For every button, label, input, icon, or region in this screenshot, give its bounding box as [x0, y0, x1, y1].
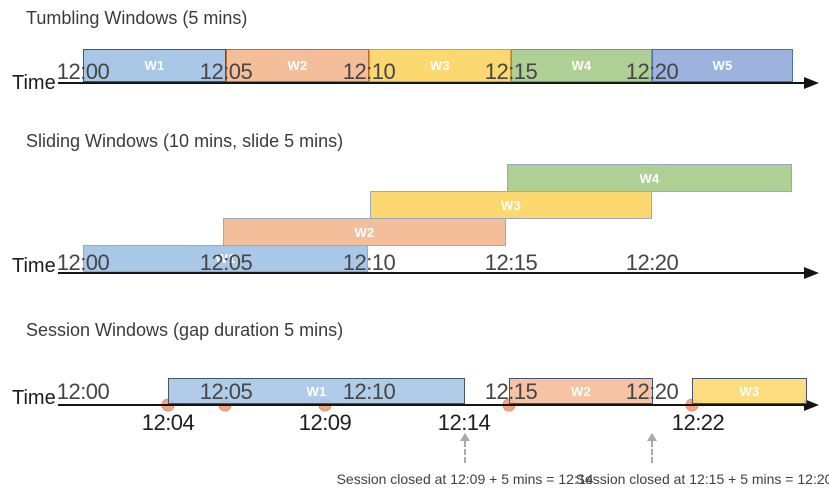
session-window-w1: W1 — [168, 378, 465, 404]
session-closed-annotation-2: Session closed at 12:15 + 5 mins = 12:20 — [575, 471, 829, 487]
tick-label: 12:05 — [199, 379, 253, 404]
tick-label: 12:00 — [56, 59, 110, 84]
tick-label: 12:15 — [484, 379, 538, 404]
window-label: W4 — [571, 58, 592, 73]
sliding-title: Sliding Windows (10 mins, slide 5 mins) — [26, 131, 344, 151]
window-label: W5 — [712, 58, 733, 73]
tumbling-time-axis — [58, 82, 807, 85]
session-window-w3: W3 — [692, 378, 807, 404]
sliding-window-w3: W3 — [370, 191, 652, 219]
tick-label: 12:10 — [342, 379, 396, 404]
tick-label: 12:05 — [199, 59, 253, 84]
window-label: W2 — [287, 58, 308, 73]
event-time-label: 12:09 — [298, 410, 352, 435]
event-time-label: 12:14 — [437, 410, 491, 435]
tick-label: 12:20 — [625, 250, 679, 275]
sliding-time-axis — [58, 272, 807, 275]
session-closed-annotation-1: Session closed at 12:09 + 5 mins = 12:14 — [336, 471, 594, 487]
sliding-window-w4: W4 — [507, 164, 792, 192]
tick-label: 12:00 — [56, 250, 110, 275]
session-time-axis — [58, 404, 807, 407]
tick-label: 12:15 — [484, 59, 538, 84]
session-title: Session Windows (gap duration 5 mins) — [26, 320, 344, 340]
tick-label: 12:20 — [625, 379, 679, 404]
window-label: W2 — [354, 224, 375, 240]
window-label: W2 — [570, 383, 592, 399]
window-label: W1 — [215, 251, 236, 266]
axis-arrow-icon — [804, 77, 819, 89]
session-window-w2: W2 — [509, 378, 653, 404]
event-time-label: 12:04 — [141, 410, 195, 435]
sliding-window-w1: W1 — [83, 245, 368, 272]
up-arrow-icon — [647, 433, 657, 441]
tumbling-window-w5: W5 — [652, 49, 793, 82]
dashed-pointer-line — [651, 441, 653, 463]
tick-label: 12:00 — [56, 379, 110, 404]
window-label: W3 — [429, 58, 451, 73]
window-label: W4 — [639, 170, 660, 186]
window-label: W1 — [144, 58, 165, 73]
tick-label: 12:10 — [342, 250, 396, 275]
tick-label: 12:05 — [199, 250, 253, 275]
tumbling-window-w2: W2 — [226, 49, 369, 82]
tumbling-time-axis-label: Time — [12, 72, 56, 94]
tick-label: 12:15 — [484, 250, 538, 275]
tick-label: 12:10 — [342, 59, 396, 84]
up-arrow-icon — [460, 433, 470, 441]
sliding-time-axis-label: Time — [12, 255, 56, 277]
axis-arrow-icon — [804, 267, 819, 279]
tumbling-title: Tumbling Windows (5 mins) — [26, 8, 248, 28]
window-label: W3 — [500, 197, 522, 213]
window-label: W3 — [739, 383, 760, 399]
axis-arrow-icon — [804, 399, 819, 411]
tumbling-window-w3: W3 — [369, 49, 511, 82]
tick-label: 12:20 — [625, 59, 679, 84]
sliding-window-w2: W2 — [223, 218, 506, 246]
session-time-axis-label: Time — [12, 387, 56, 409]
window-label: W1 — [306, 383, 327, 399]
tumbling-window-w1: W1 — [83, 49, 226, 82]
dashed-pointer-line — [464, 441, 466, 463]
tumbling-window-w4: W4 — [511, 49, 652, 82]
event-time-label: 12:22 — [671, 410, 725, 435]
